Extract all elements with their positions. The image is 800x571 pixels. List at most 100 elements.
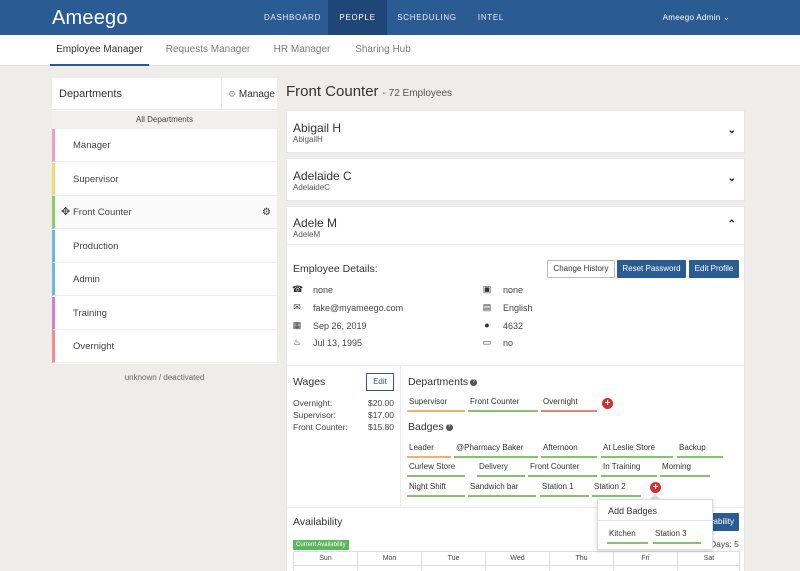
move-icon[interactable]: ✥: [61, 206, 71, 218]
email-value: fake@myameego.com: [313, 303, 404, 313]
user-menu[interactable]: Ameego Admin ⌄: [662, 13, 730, 22]
dept-item-label: Front Counter: [73, 207, 132, 218]
nav-people[interactable]: PEOPLE: [328, 0, 387, 35]
day-header: Mon: [358, 552, 422, 566]
employee-id-value: 4632: [503, 321, 524, 331]
birthday-value: Jul 13, 1995: [313, 338, 363, 348]
day-header: Sun: [294, 552, 358, 566]
change-history-button[interactable]: Change History: [547, 260, 615, 278]
tab-requests-manager[interactable]: Requests Manager: [165, 44, 251, 55]
edit-wages-button[interactable]: Edit: [366, 373, 394, 391]
deactivated-link[interactable]: unknown / deactivated: [124, 373, 205, 382]
tab-employee-manager[interactable]: Employee Manager: [50, 35, 149, 66]
wages-title: Wages: [293, 376, 326, 388]
dept-item-overnight[interactable]: Overnight: [52, 330, 277, 363]
badges-title: Badges?: [408, 421, 453, 433]
badge-tag: Station 2: [592, 480, 641, 497]
badge-tag: Morning: [660, 460, 710, 477]
badges-title-text: Badges: [408, 421, 444, 433]
dept-item-manager[interactable]: Manager: [52, 129, 277, 162]
chevron-up-icon[interactable]: ⌃: [727, 219, 736, 230]
employee-username: AdeleM: [293, 230, 321, 239]
transport-value: none: [503, 285, 524, 295]
employee-name: Adele M: [293, 216, 338, 230]
id-card-icon: ▭: [482, 337, 492, 347]
day-header: Tue: [422, 552, 486, 566]
calendar-cell[interactable]: [614, 566, 678, 571]
badge-tag: At Leslie Store: [601, 441, 673, 458]
dept-item-production[interactable]: Production: [52, 230, 277, 263]
gear-icon: ⚙: [228, 89, 237, 99]
dept-item-supervisor[interactable]: Supervisor: [52, 163, 277, 196]
badge-tag: Night Shift: [407, 480, 465, 497]
calendar-cell[interactable]: [550, 566, 614, 571]
reset-password-button[interactable]: Reset Password: [617, 260, 686, 278]
language-value: English: [503, 303, 533, 313]
ameego-logo[interactable]: Ameego: [52, 7, 128, 29]
employee-count: - 72 Employees: [382, 88, 453, 99]
wage-value: $15.80: [368, 422, 394, 432]
dept-item-training[interactable]: Training: [52, 297, 277, 330]
help-icon[interactable]: ?: [445, 423, 453, 431]
department-tag: Front Counter: [468, 395, 538, 412]
tab-sharing-hub[interactable]: Sharing Hub: [355, 44, 411, 55]
add-badges-title: Add Badges: [608, 506, 658, 516]
availability-title: Availability: [293, 516, 343, 528]
wage-label: Supervisor:: [293, 410, 336, 420]
badge-tag: Curlew Store: [407, 460, 465, 477]
add-department-icon[interactable]: +: [602, 398, 613, 409]
nav-dashboard[interactable]: DASHBOARD: [264, 13, 321, 22]
calendar-cell[interactable]: [422, 566, 486, 571]
nav-intel[interactable]: INTEL: [477, 13, 505, 22]
badge-tag: Delivery: [477, 460, 525, 477]
nav-scheduling[interactable]: SCHEDULING: [397, 13, 457, 22]
chevron-down-icon[interactable]: ⌄: [727, 125, 736, 136]
dept-item-label: Manager: [73, 140, 111, 151]
day-header: Fri: [614, 552, 678, 566]
departments-panel: Departments ⚙ Manage All Departments Man…: [52, 78, 277, 364]
birthday-cake-icon: ♨: [292, 337, 302, 347]
current-availability-badge: Current Availability: [293, 540, 349, 550]
calendar-icon: ▦: [292, 320, 302, 330]
divider: [287, 365, 744, 366]
dept-item-admin[interactable]: Admin: [52, 263, 277, 296]
employee-card[interactable]: Adelaide C AdelaideC ⌄: [286, 158, 745, 201]
badge-tag: Afternoon: [541, 441, 597, 458]
employee-card[interactable]: Abigail H AbigailH ⌄: [286, 110, 745, 153]
manage-label: Manage: [238, 89, 275, 100]
dept-item-label: Supervisor: [73, 174, 119, 185]
top-nav-bar: Ameego DASHBOARD PEOPLE SCHEDULING INTEL…: [0, 0, 800, 35]
departments-panel-header: Departments ⚙ Manage: [52, 78, 277, 110]
add-badge-icon[interactable]: +: [650, 482, 661, 493]
help-icon[interactable]: ?: [470, 378, 478, 386]
add-badge-option[interactable]: Kitchen: [607, 527, 648, 544]
wage-label: Overnight:: [293, 398, 333, 408]
calendar-cell[interactable]: [486, 566, 550, 571]
edit-profile-button[interactable]: Edit Profile: [689, 260, 739, 278]
availability-days: Days: 5: [710, 539, 739, 549]
badge-tag: @Pharmacy Baker: [454, 441, 538, 458]
add-badge-option[interactable]: Station 3: [653, 527, 701, 544]
employee-details-title: Employee Details:: [293, 263, 378, 275]
badge-tag: Station 1: [540, 480, 589, 497]
departments-panel-title: Departments: [59, 88, 122, 100]
divider: [598, 520, 714, 521]
cog-icon[interactable]: ⚙: [262, 207, 271, 218]
calendar-cell[interactable]: [358, 566, 422, 571]
phone-icon: ☎: [292, 284, 304, 294]
chevron-down-icon[interactable]: ⌄: [727, 173, 736, 184]
calendar-cell[interactable]: [294, 566, 358, 571]
wage-value: $17.00: [368, 410, 394, 420]
tab-hr-manager[interactable]: HR Manager: [273, 44, 331, 55]
employee-username: AbigailH: [293, 135, 323, 144]
day-header: Wed: [486, 552, 550, 566]
wage-value: $20.00: [368, 398, 394, 408]
book-icon: ▤: [482, 302, 492, 312]
start-date-value: Sep 26, 2019: [313, 321, 367, 331]
availability-calendar: Sun Mon Tue Wed Thu Fri Sat: [293, 551, 740, 571]
manage-departments-button[interactable]: ⚙ Manage: [221, 78, 277, 110]
employee-name: Abigail H: [293, 121, 342, 135]
dept-item-front-counter[interactable]: ✥ Front Counter ⚙: [52, 196, 277, 229]
all-departments-item[interactable]: All Departments: [52, 111, 277, 129]
day-header: Sat: [678, 552, 740, 566]
